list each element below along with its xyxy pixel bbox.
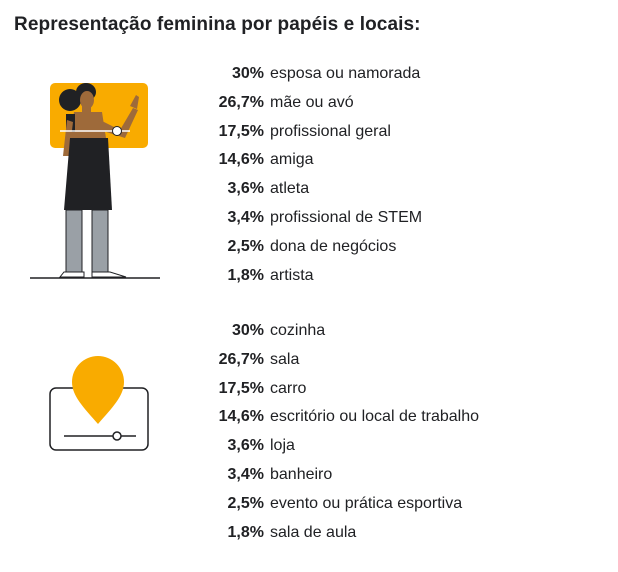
- percentage: 26,7%: [218, 93, 264, 111]
- list-item: 26,7% mãe ou avó: [180, 89, 600, 118]
- percentage: 3,6%: [227, 180, 264, 198]
- roles-list: 30% esposa ou namorada 26,7% mãe ou avó 17…: [180, 60, 600, 290]
- category-label: esposa ou namorada: [270, 65, 421, 82]
- percentage: 30%: [231, 65, 264, 82]
- percentage: 17,5%: [218, 379, 264, 397]
- locations-list: 30% cozinha 26,7% sala 17,5% carro 14,6% esc…: [180, 317, 600, 547]
- map-pin-screen-icon: [49, 356, 149, 451]
- category-label: profissional geral: [270, 122, 391, 140]
- list-item: 3,6% atleta: [180, 175, 600, 204]
- list-item: 14,6% amiga: [180, 146, 600, 175]
- category-label: sala: [270, 350, 300, 368]
- percentage: 1,8%: [227, 523, 264, 541]
- list-item: 30% esposa ou namorada: [180, 60, 600, 89]
- list-item: 3,4% banheiro: [180, 461, 600, 490]
- list-item: 26,7% sala: [180, 346, 600, 375]
- percentage: 3,6%: [227, 437, 264, 455]
- list-item: 1,8% sala de aula: [180, 519, 600, 548]
- percentage: 26,7%: [218, 350, 264, 368]
- percentage: 1,8%: [227, 266, 264, 284]
- category-label: profissional de STEM: [270, 208, 423, 226]
- list-item: 14,6% escritório ou local de trabalho: [180, 403, 600, 432]
- category-label: cozinha: [270, 322, 326, 339]
- category-label: artista: [270, 266, 314, 284]
- percentage: 17,5%: [218, 122, 264, 140]
- percentage: 2,5%: [227, 237, 264, 255]
- category-label: amiga: [270, 151, 314, 169]
- category-label: atleta: [270, 180, 310, 198]
- percentage: 3,4%: [227, 208, 264, 226]
- list-item: 2,5% dona de negócios: [180, 233, 600, 262]
- list-item: 17,5% carro: [180, 375, 600, 404]
- percentage: 14,6%: [218, 151, 264, 169]
- percentage: 3,4%: [227, 465, 264, 483]
- list-item: 17,5% profissional geral: [180, 118, 600, 147]
- chart-title: Representação feminina por papéis e loca…: [14, 14, 421, 35]
- percentage: 2,5%: [227, 494, 264, 512]
- woman-presenter-icon: [30, 83, 160, 279]
- category-label: dona de negócios: [270, 237, 397, 255]
- list-item: 3,6% loja: [180, 432, 600, 461]
- category-label: banheiro: [270, 465, 333, 483]
- category-label: sala de aula: [270, 523, 357, 541]
- category-label: carro: [270, 379, 307, 397]
- percentage: 14,6%: [218, 408, 264, 426]
- category-label: loja: [270, 437, 295, 455]
- list-item: 30% cozinha: [180, 317, 600, 346]
- percentage: 30%: [231, 322, 264, 339]
- category-label: escritório ou local de trabalho: [270, 408, 480, 426]
- list-item: 1,8% artista: [180, 262, 600, 291]
- list-item: 3,4% profissional de STEM: [180, 204, 600, 233]
- category-label: mãe ou avó: [270, 93, 354, 111]
- list-item: 2,5% evento ou prática esportiva: [180, 490, 600, 519]
- category-label: evento ou prática esportiva: [270, 494, 463, 512]
